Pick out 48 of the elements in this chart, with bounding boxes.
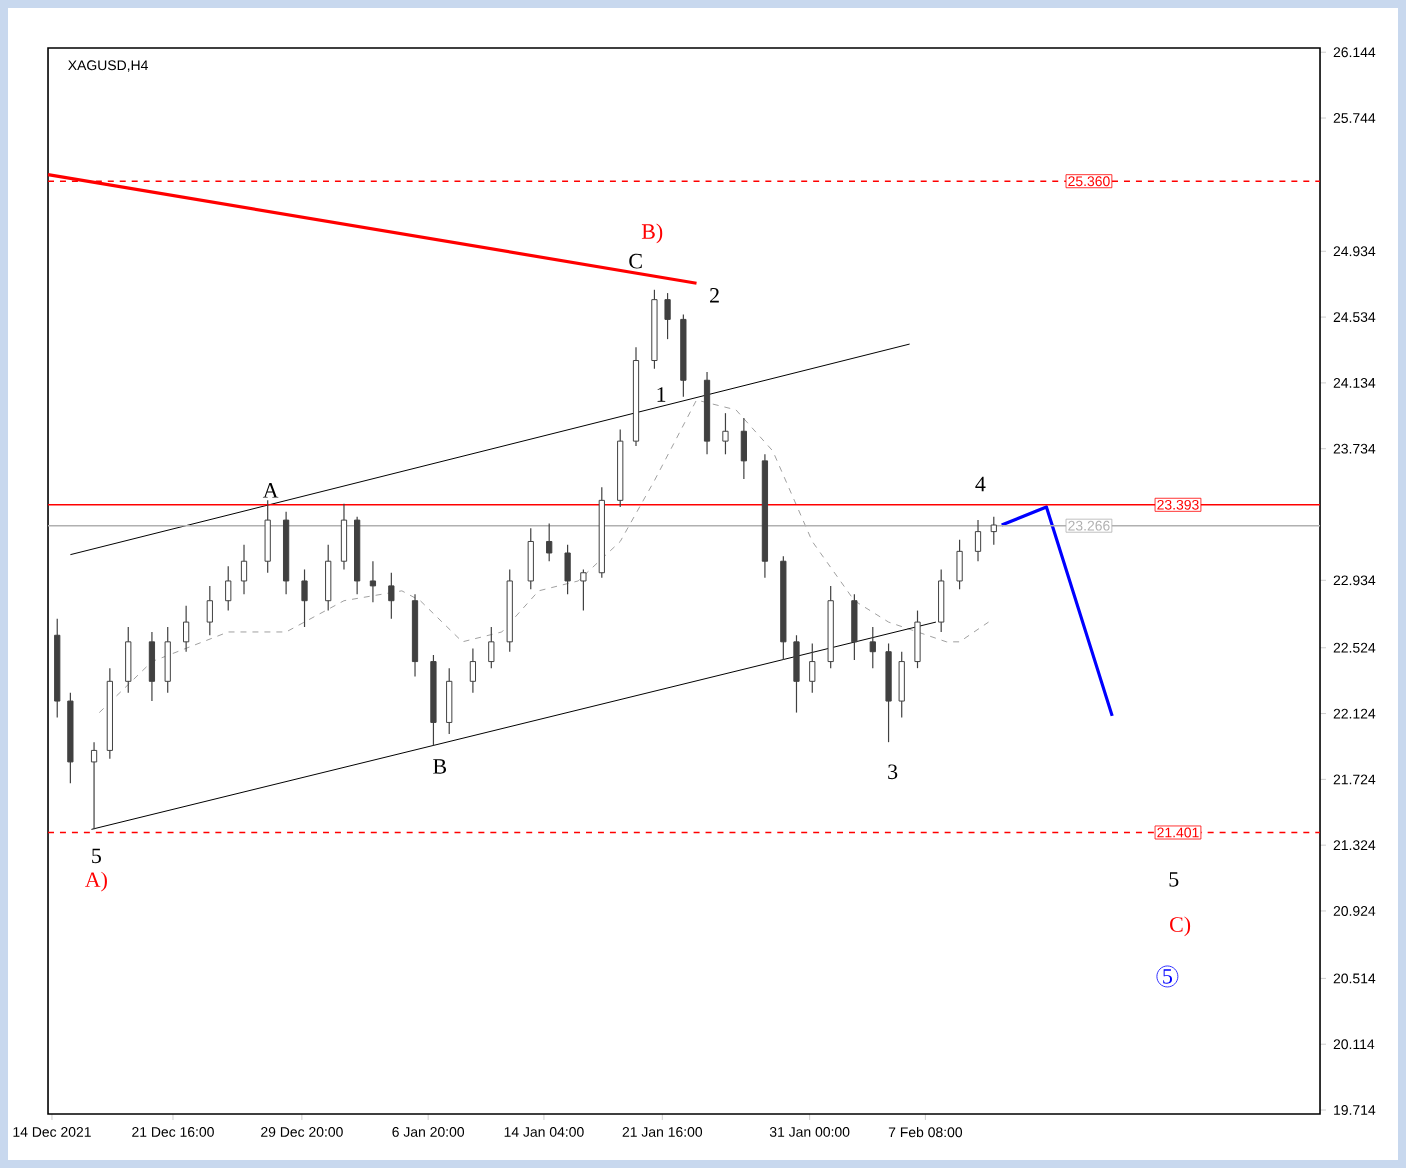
candlestick [869, 626, 876, 669]
candlestick [990, 516, 997, 546]
candlestick [446, 667, 453, 735]
candlestick [301, 568, 308, 628]
annotation: 5 [1169, 872, 1179, 887]
candlestick [325, 544, 332, 612]
candlestick [722, 412, 729, 455]
candlestick [164, 626, 171, 694]
candlestick [469, 647, 477, 694]
candlestick [90, 741, 98, 830]
candlestick [809, 642, 816, 694]
annotation: 1 [657, 387, 666, 402]
candlestick [740, 417, 747, 480]
candlestick [125, 626, 132, 694]
annotation: A) [85, 871, 107, 892]
candlestick [340, 503, 348, 571]
annotation: 5 [92, 848, 101, 864]
candlestick [564, 544, 571, 595]
candlestick [974, 519, 982, 562]
annotation: 2 [710, 288, 719, 303]
candlestick [914, 609, 921, 669]
annotation: C) [1170, 916, 1191, 937]
candlestick [793, 634, 800, 714]
candlestick [488, 626, 495, 669]
candlestick [938, 568, 945, 633]
candlestick [527, 527, 534, 590]
line-series [98, 399, 990, 714]
candlestick [388, 572, 395, 620]
candlestick [898, 651, 905, 719]
candlestick [206, 585, 213, 636]
annotation: 3 [888, 764, 898, 780]
candlestick [264, 499, 271, 574]
candlestick [225, 565, 232, 612]
candlestick [546, 522, 553, 562]
candlestick [148, 631, 156, 702]
annotation: B) [641, 223, 663, 244]
candlestick [580, 568, 587, 612]
candlestick [851, 593, 858, 661]
annotation: 4 [975, 476, 986, 492]
candlestick [183, 605, 190, 653]
annotation: A [262, 483, 279, 498]
candlestick [956, 539, 963, 590]
candlestick [664, 292, 671, 340]
candlestick [369, 560, 377, 603]
annotation: 5 [1163, 969, 1172, 984]
annotation: C [629, 253, 642, 269]
annotation: B [433, 759, 447, 774]
candlestick [240, 544, 248, 595]
